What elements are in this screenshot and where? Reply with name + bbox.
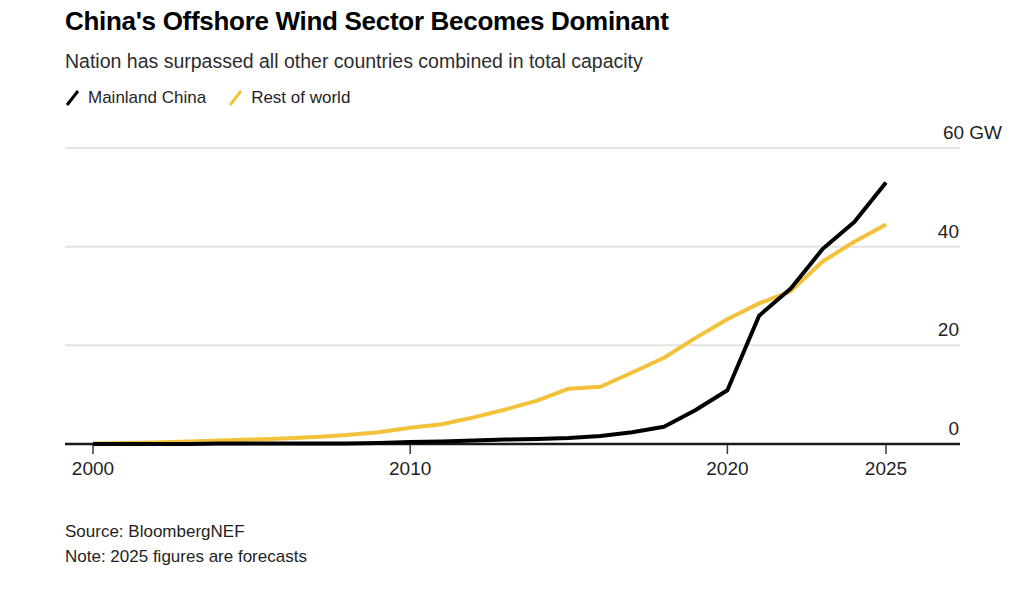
offshore-wind-chart-card: China's Offshore Wind Sector Becomes Dom… xyxy=(0,0,1024,592)
x-axis-tick-label-2000: 2000 xyxy=(72,458,114,479)
series-line-rest-of-world xyxy=(93,225,886,444)
note-line: Note: 2025 figures are forecasts xyxy=(65,544,307,569)
x-axis-tick-label-2010: 2010 xyxy=(389,458,431,479)
x-axis-tick-label-2020: 2020 xyxy=(706,458,748,479)
y-axis-tick-label-20: 20 xyxy=(938,319,959,340)
y-axis-tick-label-40: 40 xyxy=(938,221,959,242)
series-line-mainland-china xyxy=(93,183,886,445)
chart-footer: Source: BloombergNEF Note: 2025 figures … xyxy=(65,519,307,569)
x-axis-tick-label-2025: 2025 xyxy=(865,458,907,479)
y-axis-tick-label-60: 60 GW xyxy=(943,122,1002,143)
source-line: Source: BloombergNEF xyxy=(65,519,307,544)
y-axis-tick-label-0: 0 xyxy=(948,418,959,439)
line-chart-plot-area: 0 20 40 60 GW 2000 2010 2020 2025 xyxy=(0,0,1024,592)
